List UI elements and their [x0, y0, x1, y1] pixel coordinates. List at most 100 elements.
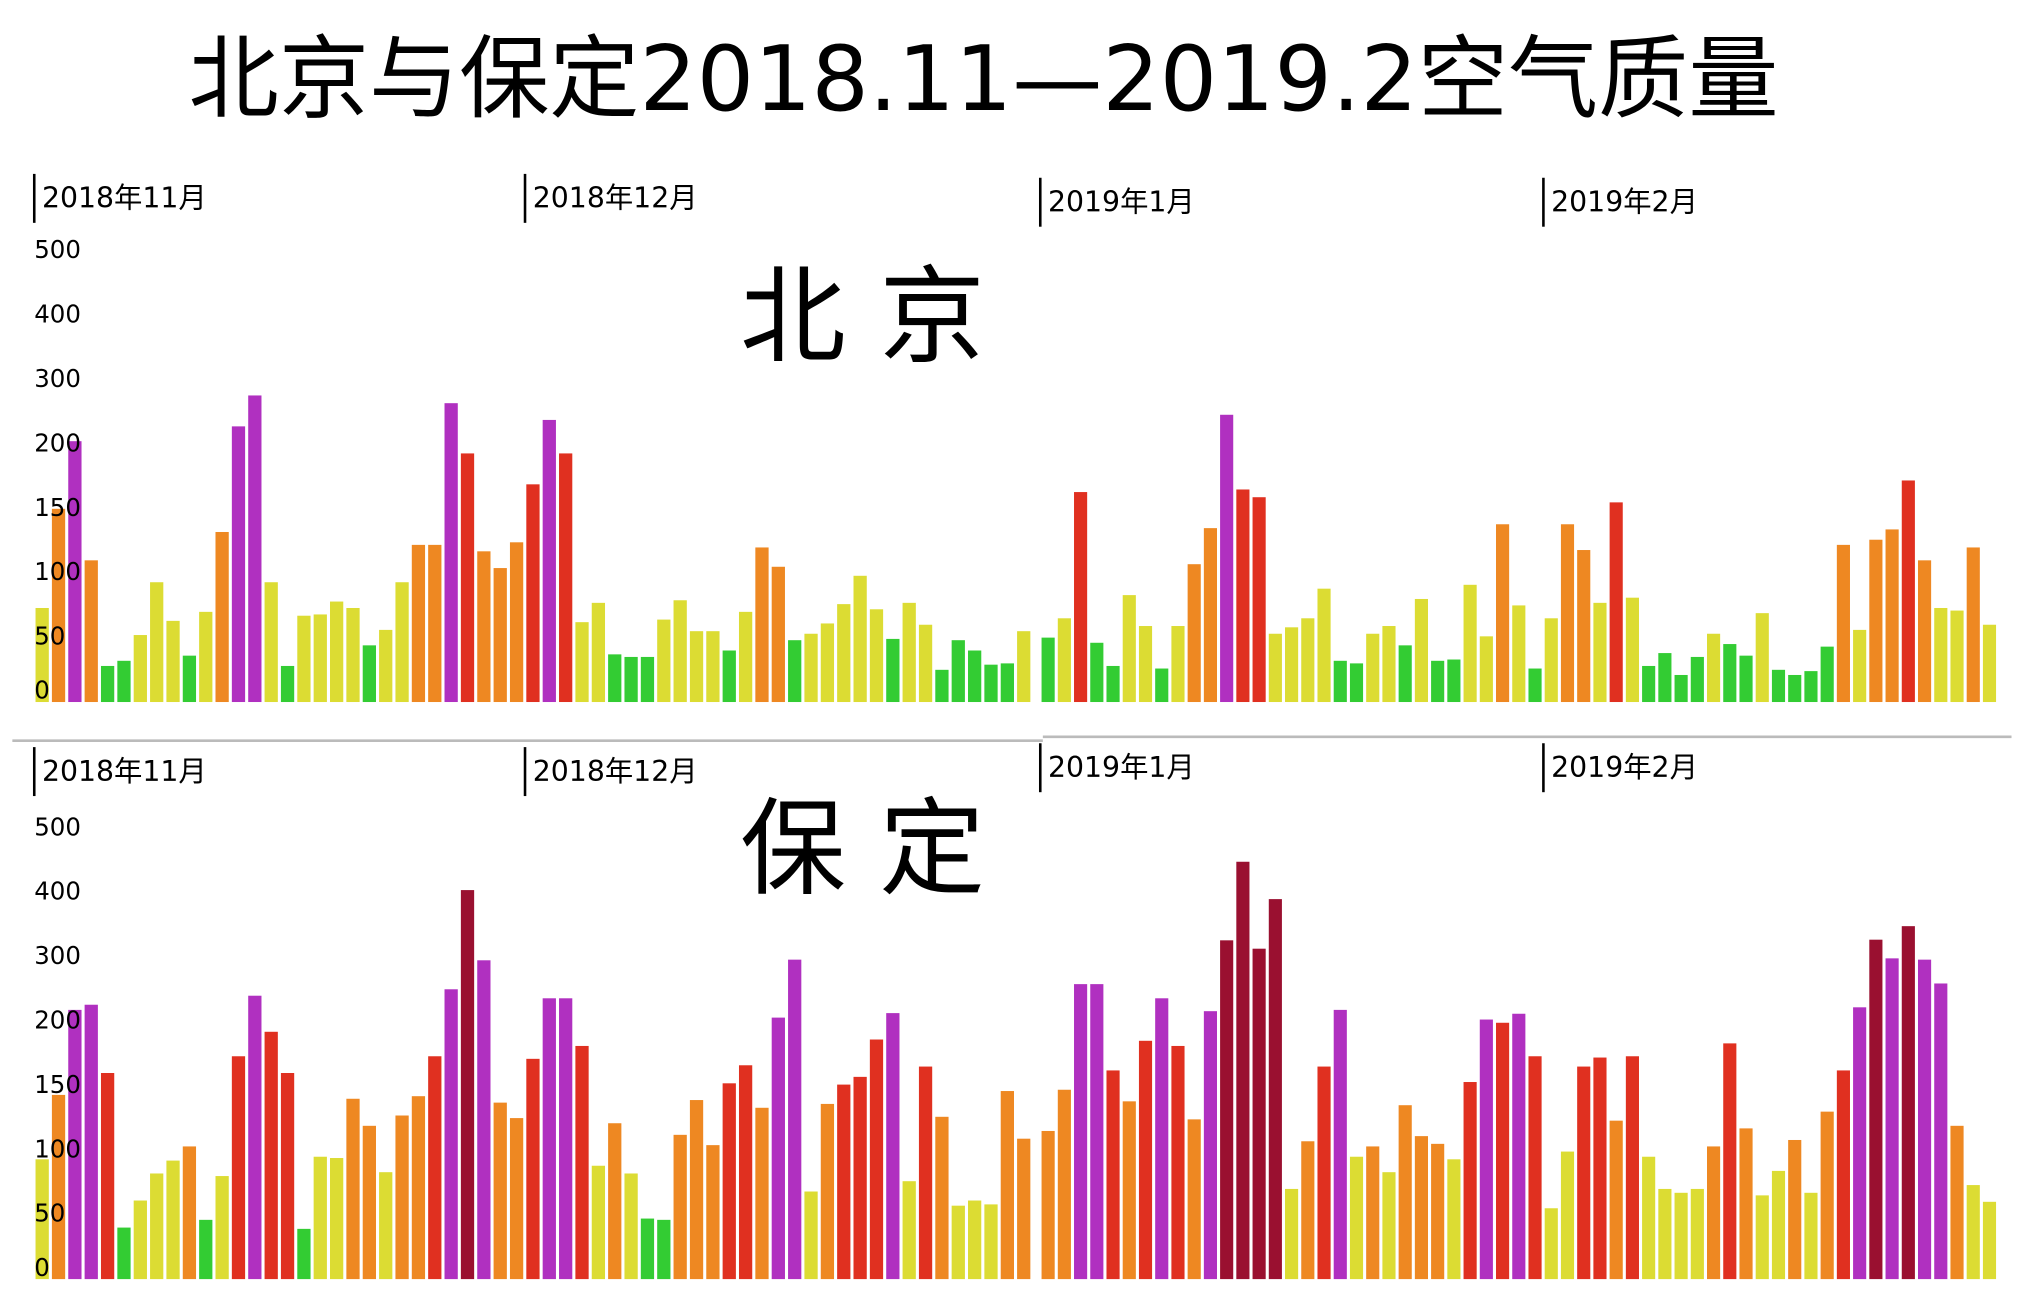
bar	[509, 1118, 524, 1280]
bar	[264, 1031, 278, 1280]
bar	[542, 419, 556, 703]
bar	[1057, 618, 1071, 703]
bar	[493, 568, 507, 703]
bar	[1885, 529, 1899, 703]
bar	[182, 1146, 197, 1280]
month-label: 2019年1月	[1048, 186, 1195, 219]
bar	[1901, 480, 1915, 703]
bar	[1317, 588, 1331, 703]
bar	[1577, 1066, 1591, 1280]
bar	[984, 1204, 998, 1280]
bar	[1236, 489, 1250, 703]
y-tick-label: 500	[34, 812, 81, 841]
bar	[804, 633, 818, 703]
bar	[1836, 1070, 1850, 1280]
bar	[379, 629, 393, 703]
bar	[771, 1017, 785, 1280]
bar	[1252, 948, 1266, 1280]
bar	[477, 551, 491, 703]
bar	[1528, 668, 1542, 703]
bar	[1836, 544, 1850, 703]
bar	[738, 1065, 753, 1280]
bar	[100, 665, 115, 703]
bar	[1017, 631, 1031, 703]
bar	[395, 582, 409, 703]
bar	[231, 426, 246, 703]
bar	[624, 1173, 638, 1280]
bar	[460, 890, 475, 1280]
bar	[166, 620, 180, 703]
y-tick-label: 300	[34, 941, 81, 970]
y-tick-label: 300	[34, 364, 81, 393]
bar	[918, 624, 933, 703]
chart-title: 保 定	[740, 787, 985, 910]
bar	[264, 582, 278, 703]
bar	[559, 453, 573, 703]
bar	[755, 547, 769, 703]
bar	[493, 1102, 507, 1280]
bar	[608, 1123, 622, 1280]
bar	[1220, 940, 1234, 1280]
bar	[1431, 660, 1445, 703]
bar	[1414, 598, 1428, 703]
bar	[150, 1173, 164, 1280]
bar	[1593, 1057, 1607, 1280]
bar	[1000, 1091, 1014, 1280]
bar	[640, 656, 655, 703]
bar	[1917, 560, 1932, 703]
bar	[951, 1205, 965, 1280]
bar	[1349, 663, 1364, 703]
y-tick-label: 400	[34, 300, 81, 329]
bar	[1074, 492, 1088, 703]
bar	[1674, 1192, 1688, 1280]
y-tick-label: 400	[34, 877, 81, 906]
bar	[624, 656, 638, 703]
bar	[1609, 1120, 1623, 1280]
bar	[968, 650, 982, 703]
bar	[1707, 633, 1721, 703]
bar	[1560, 1151, 1575, 1280]
bar	[1479, 636, 1493, 703]
bar	[1642, 1156, 1656, 1280]
bar	[575, 622, 589, 703]
bar	[1771, 669, 1786, 703]
bar	[182, 655, 197, 703]
bar	[1220, 414, 1234, 703]
bar	[68, 441, 82, 703]
bar	[1431, 1143, 1445, 1280]
bar	[788, 959, 802, 1280]
bar	[199, 611, 213, 703]
bar	[297, 1228, 311, 1280]
bar	[1658, 653, 1672, 703]
bar	[526, 1058, 540, 1280]
bar	[1333, 660, 1347, 703]
bar	[1301, 1141, 1315, 1280]
bar	[297, 615, 311, 703]
bar	[886, 1013, 900, 1280]
bar	[722, 1083, 736, 1280]
bar	[722, 650, 736, 703]
bar	[1463, 1082, 1477, 1280]
bar	[935, 1116, 949, 1280]
bar	[1349, 1156, 1364, 1280]
bar	[1041, 1130, 1055, 1280]
bar	[853, 575, 867, 703]
month-label: 2018年11月	[42, 755, 207, 788]
bar	[1057, 1089, 1071, 1280]
bar	[411, 1096, 426, 1280]
bar	[280, 665, 295, 703]
bar	[428, 1056, 442, 1280]
bar	[100, 1073, 115, 1280]
bar	[853, 1076, 867, 1280]
bar	[657, 619, 671, 703]
bar	[1853, 629, 1867, 703]
bar	[1479, 1019, 1493, 1280]
bar	[346, 1098, 360, 1280]
bar	[1155, 668, 1169, 703]
chart-title: 北 京	[740, 255, 985, 378]
bar	[1950, 1125, 1964, 1280]
bar	[166, 1160, 180, 1280]
bar	[951, 640, 965, 703]
bar	[591, 602, 606, 703]
